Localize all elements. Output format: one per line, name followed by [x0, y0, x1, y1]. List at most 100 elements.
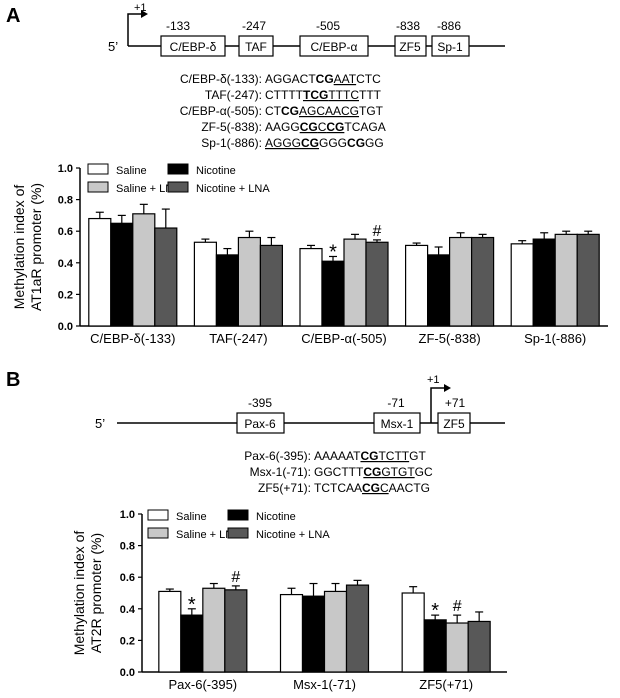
bar: [365, 241, 389, 327]
box-label: ZF5: [399, 40, 421, 54]
bar: [323, 590, 348, 673]
box-label: Pax-6: [244, 417, 276, 431]
legend-label: Nicotine + LNA: [196, 183, 270, 195]
bar: [202, 587, 226, 673]
tss-arrowhead: [141, 10, 148, 18]
sequence-segment: CTC: [356, 72, 381, 86]
y-tick-label: 0.0: [58, 321, 73, 333]
y-tick-label: 0.0: [120, 667, 135, 679]
box-position: -71: [387, 396, 405, 410]
sequence-segment: TCTCAA: [314, 481, 362, 495]
y-tick-label: 1.0: [120, 509, 135, 521]
sequence-segment: GGCTTT: [314, 465, 364, 479]
sequence-segment: CG: [301, 136, 319, 150]
y-axis-label: Methylation index ofAT2R promoter (%): [71, 531, 104, 656]
bar: [401, 592, 425, 673]
legend-label: Saline + LNA: [116, 183, 181, 195]
significance-mark: *: [188, 594, 196, 616]
y-tick-label: 0.4: [120, 604, 136, 616]
legend-label: Saline + LNA: [176, 529, 241, 541]
box-cebp-delta: [160, 35, 226, 57]
sequence-segment: TCAGA: [344, 120, 385, 134]
sequence-segment: TCTT: [378, 449, 409, 463]
sequence-segment: AACTG: [389, 481, 430, 495]
sequence-segment: GGG: [319, 136, 347, 150]
legend: Saline Nicotine Saline + LNA Nicotine + LNA: [147, 509, 330, 541]
bar: [427, 254, 451, 327]
box-zf5: [394, 35, 427, 57]
bar: [471, 236, 495, 327]
sequence-text: AAGGCGCCGTCAGA: [265, 120, 386, 134]
box-taf: [238, 35, 274, 57]
x-tick-label: Pax-6(-395): [169, 677, 238, 692]
sequence-label: ZF-5(-838):: [201, 120, 262, 134]
x-tick-label: TAF(-247): [209, 331, 267, 346]
y-axis-label: Methylation index ofAT1aR promoter (%): [11, 183, 44, 311]
sequence-segment: CTTTT: [265, 88, 304, 102]
sequence-segment: CG: [316, 72, 334, 86]
prime-label: 5’: [108, 39, 118, 54]
sequence-row: C/EBP-α(-505): CTCGAGCAACGTGT: [180, 104, 384, 118]
bar: [224, 589, 248, 673]
legend-swatch: [147, 527, 169, 539]
promoter-map-at1ar: 5’ +1 C/EBP-δ -133 TAF -247 C/EBP-α -505…: [108, 2, 505, 57]
x-tick-label: Sp-1(-886): [524, 331, 586, 346]
bar: [88, 217, 112, 327]
bar: [215, 254, 239, 327]
sequence-segment: AAT: [334, 72, 357, 86]
sequence-segment: AGGG: [265, 136, 301, 150]
sequence-segment: AAGG: [265, 120, 300, 134]
tss-label: +1: [427, 374, 440, 386]
box-position: -886: [437, 19, 461, 33]
y-axis-label-line: AT2R promoter (%): [88, 533, 104, 653]
box-label: C/EBP-α: [311, 40, 358, 54]
sequence-segment: CG: [281, 104, 299, 118]
legend-swatch: [87, 181, 109, 193]
legend-swatch: [227, 527, 249, 539]
bar: [279, 593, 304, 673]
y-axis-label-line: AT1aR promoter (%): [28, 183, 44, 311]
sequence-segment: C: [380, 481, 389, 495]
sequence-text: GGCTTTCGGTGTGC: [314, 465, 433, 479]
sequence-segment: TCG: [303, 88, 328, 102]
sequence-row: Pax-6(-395): AAAAATCGTCTTGT: [244, 449, 426, 463]
bar: [510, 243, 534, 327]
sequence-text: AAAAATCGTCTTGT: [314, 449, 426, 463]
bar: [193, 241, 217, 327]
legend-label: Saline: [116, 165, 147, 177]
bar: [158, 590, 182, 673]
legend-label: Nicotine + LNA: [256, 529, 330, 541]
bar: [180, 614, 204, 673]
sequence-segment: GT: [409, 449, 426, 463]
sequence-segment: TTTC: [328, 88, 359, 102]
sequence-segment: TGT: [359, 104, 384, 118]
tss-arrow: [430, 387, 445, 423]
bar: [445, 622, 469, 673]
sequence-segment: GG: [365, 136, 384, 150]
bar: [449, 236, 473, 327]
promoter-map-at2r: 5’ +1 Pax-6 -395 Msx-1 -71 ZF5 +71: [95, 374, 505, 434]
legend: Saline Nicotine Saline + LNA Nicotine + LNA: [87, 163, 270, 195]
bar: [423, 619, 447, 673]
y-axis-label-line: Methylation index of: [71, 531, 87, 656]
y-tick-label: 0.2: [58, 289, 73, 301]
x-tick-label: ZF-5(-838): [419, 331, 481, 346]
bar: [301, 595, 326, 673]
significance-mark: *: [329, 241, 337, 263]
box-position: -133: [166, 19, 190, 33]
sequence-label: Msx-1(-71):: [250, 465, 311, 479]
box-position: -505: [316, 19, 340, 33]
box-label: Msx-1: [381, 417, 414, 431]
sequence-segment: AGGACT: [265, 72, 316, 86]
significance-mark: #: [231, 569, 240, 586]
sequence-text: AGGACTCGAATCTC: [265, 72, 381, 86]
legend-label: Nicotine: [196, 165, 236, 177]
sequence-row: Sp-1(-886): AGGGCGGGGCGGG: [201, 136, 383, 150]
sequence-row: Msx-1(-71): GGCTTTCGGTGTGC: [250, 465, 433, 479]
sequence-segment: GC: [415, 465, 433, 479]
sequence-text: CTTTTTCGTTTCTTT: [265, 88, 382, 102]
box-label: Sp-1: [437, 40, 463, 54]
y-tick-label: 0.4: [58, 258, 74, 270]
sequence-text: TCTCAACGCAACTG: [314, 481, 430, 495]
sequence-row: ZF5(+71): TCTCAACGCAACTG: [258, 481, 430, 495]
